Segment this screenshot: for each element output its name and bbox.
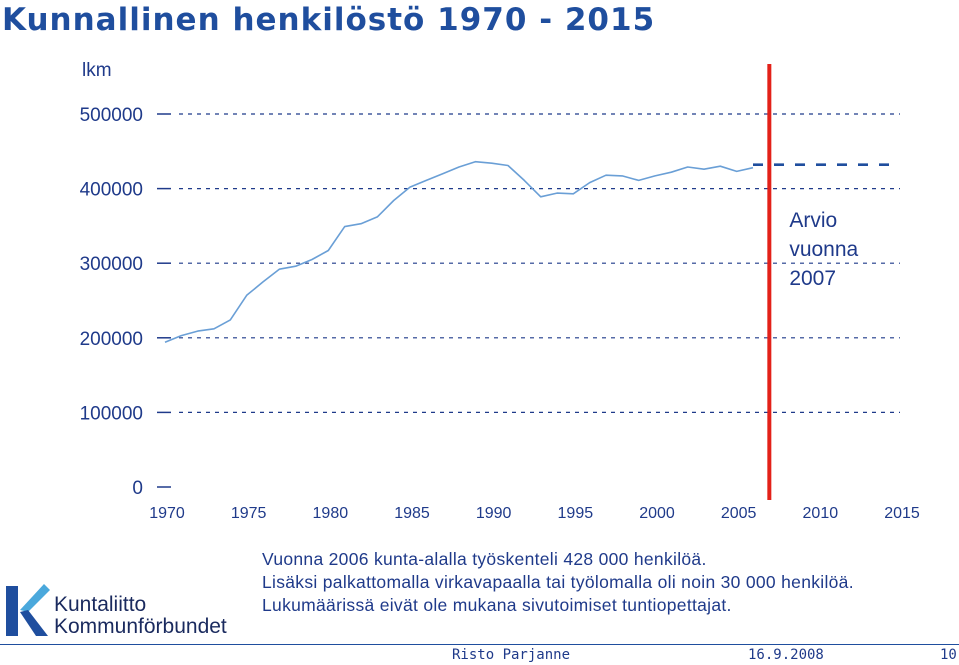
x-tick-label: 1975	[231, 505, 267, 522]
y-tick-label: 300000	[80, 254, 143, 275]
estimate-annotation: Arvio vuonna 2007	[789, 209, 858, 290]
slide-title: Kunnallinen henkilöstö 1970 - 2015	[2, 2, 656, 38]
y-tick-label: 200000	[80, 329, 143, 350]
logo-line-1: Kuntaliitto	[54, 593, 147, 616]
series-line	[164, 160, 754, 344]
footer-author: Risto Parjanne	[452, 647, 571, 663]
x-tick-label: 2015	[884, 505, 920, 522]
footer-page-number: 10	[940, 647, 957, 663]
x-tick-label: 2005	[721, 505, 757, 522]
y-tick-labels: 0 100000 200000 300000 400000 500000	[80, 105, 143, 499]
annotation-line: Arvio	[789, 209, 837, 232]
logo-shape	[20, 610, 48, 636]
footer-date: 16.9.2008	[748, 647, 824, 663]
note-line: Lisäksi palkattomalla virkavapaalla tai …	[262, 572, 854, 592]
y-axis-label: lkm	[82, 60, 112, 81]
x-tick-labels: 1970 1975 1980 1985 1990 1995 2000 2005 2010 2015	[149, 505, 920, 522]
x-tick-label: 2000	[639, 505, 675, 522]
notes: Vuonna 2006 kunta-alalla työskenteli 428…	[262, 548, 854, 617]
logo-shape	[20, 584, 50, 612]
x-tick-label: 1970	[149, 505, 185, 522]
x-tick-label: 1985	[394, 505, 430, 522]
axes	[157, 113, 171, 488]
footer: Risto Parjanne 16.9.2008 10	[0, 644, 959, 665]
x-tick-label: 1990	[476, 505, 512, 522]
series	[164, 160, 900, 344]
y-tick-label: 500000	[80, 105, 143, 126]
note-line: Vuonna 2006 kunta-alalla työskenteli 428…	[262, 549, 707, 569]
logo-shape	[6, 586, 18, 636]
kuntaliitto-logo: Kuntaliitto Kommunförbundet	[4, 580, 254, 642]
annotation-line: vuonna	[789, 238, 858, 261]
logo-k-icon	[6, 584, 50, 636]
x-tick-label: 1995	[558, 505, 594, 522]
x-tick-label: 1980	[313, 505, 349, 522]
logo-wordmark: Kuntaliitto Kommunförbundet	[54, 594, 227, 638]
logo-line-2: Kommunförbundet	[54, 615, 227, 638]
x-tick-label: 2010	[803, 505, 839, 522]
y-tick-label: 400000	[80, 180, 143, 201]
note-line: Lukumäärissä eivät ole mukana sivutoimis…	[262, 595, 732, 615]
y-tick-label: 0	[132, 478, 143, 499]
y-tick-label: 100000	[80, 403, 143, 424]
line-chart: lkm 0 100000 200000 300000 400000 500000 1970…	[80, 60, 920, 522]
annotation-line: 2007	[789, 267, 836, 290]
gridlines	[179, 113, 900, 413]
